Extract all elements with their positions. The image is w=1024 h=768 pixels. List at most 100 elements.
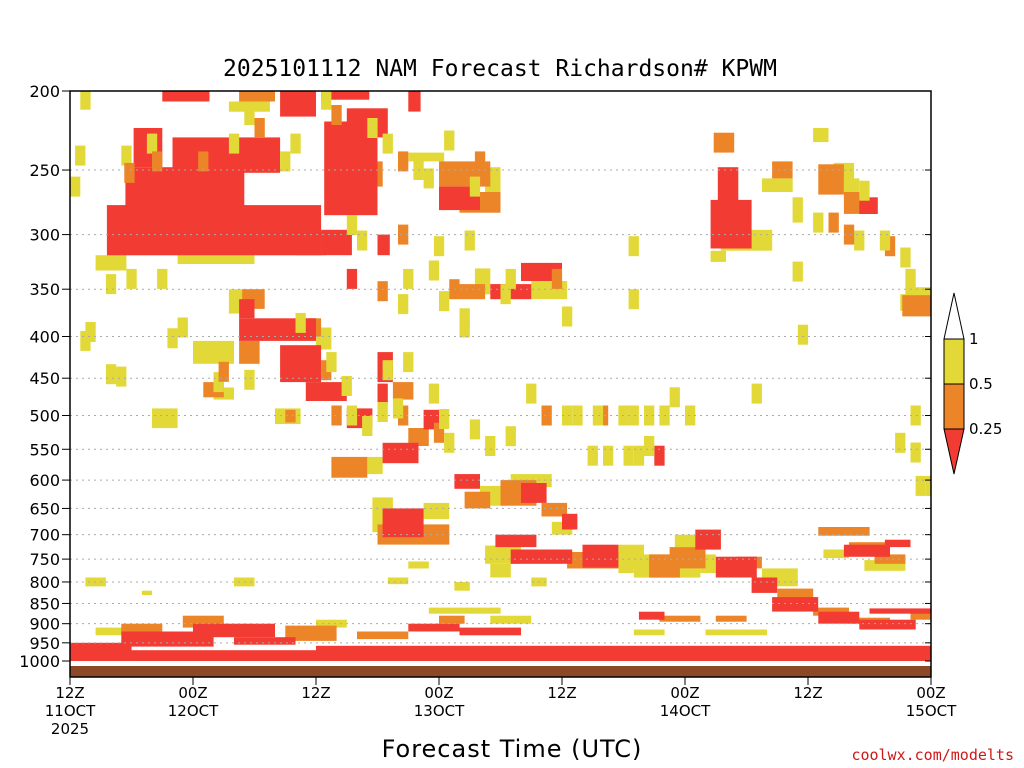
ri-cell-62: [167, 328, 178, 349]
colorbar-label-1: 0.5: [969, 375, 993, 393]
ri-region-113: [280, 345, 322, 383]
ri-region-47: [316, 619, 347, 628]
ri-region-94: [125, 167, 245, 207]
ri-cell-108: [905, 268, 916, 289]
ri-region-74: [541, 502, 568, 517]
colorbar-top-arrow: [943, 292, 965, 340]
ri-region-30: [490, 563, 511, 578]
ri-cell-48: [244, 369, 255, 390]
ri-region-39: [387, 577, 409, 585]
ri-cell-27: [464, 230, 475, 251]
ri-cell-4: [124, 162, 135, 183]
ri-cell-64: [346, 405, 358, 426]
colorbar: 1 0.5 0.25: [943, 292, 1002, 475]
ri-region-139: [459, 627, 521, 636]
ri-cell-53: [377, 383, 388, 404]
ri-region-95: [162, 91, 210, 102]
ri-cell-9: [244, 105, 255, 125]
ri-region-38: [408, 561, 429, 569]
ri-cell-23: [346, 215, 358, 235]
ri-region-92: [715, 615, 747, 622]
xtick-label-3-1: 13OCT: [414, 702, 465, 720]
ri-cell-29: [346, 268, 358, 289]
ri-cell-68: [392, 398, 404, 419]
ri-region-37: [864, 560, 906, 571]
ri-region-86: [182, 615, 224, 628]
ri-cell-99: [792, 261, 803, 282]
ri-cell-106: [879, 230, 891, 251]
ri-cell-37: [505, 268, 516, 289]
ri-cell-91: [633, 445, 645, 466]
ri-region-90: [357, 631, 409, 640]
ri-cell-45: [177, 317, 188, 338]
ri-region-131: [859, 619, 916, 630]
ri-region-124: [510, 549, 573, 564]
ri-cell-89: [603, 445, 614, 466]
colorbar-orange: [943, 383, 965, 430]
ri-cell-94: [895, 432, 906, 453]
y-axis-ticks: 200 250 300 350 400 450 500 550 600 650 700 750 800 8…: [19, 82, 931, 671]
ytick-label-550: 550: [29, 440, 60, 459]
ytick-label-950: 950: [29, 634, 60, 653]
colorbar-yellow: [943, 338, 965, 385]
ri-cell-73: [485, 436, 496, 456]
richardson-cells: [70, 91, 931, 677]
ri-region-85: [874, 554, 906, 564]
ri-cell-57: [459, 317, 470, 338]
ri-cell-15: [367, 118, 378, 138]
ri-cell-20: [474, 151, 486, 172]
ri-cell-100: [797, 324, 809, 345]
xtick-label-0-0: 12Z: [55, 684, 84, 702]
xtick-label-3-0: 00Z: [424, 684, 453, 702]
ri-region-83: [818, 527, 870, 536]
ri-cell-107: [900, 247, 911, 268]
ri-cell-28: [428, 260, 440, 281]
xtick-label-6-0: 12Z: [793, 684, 822, 702]
ri-region-109: [717, 167, 739, 208]
ri-cell-51: [326, 352, 337, 373]
ri-region-49: [490, 615, 532, 624]
ri-cell-88: [587, 445, 598, 466]
ground-strip: [70, 666, 931, 677]
ri-cell-24: [357, 230, 368, 251]
ri-cell-41: [628, 289, 639, 310]
ytick-label-300: 300: [29, 226, 60, 245]
xtick-label-0-2: 2025: [51, 720, 89, 738]
ri-cell-21: [423, 168, 434, 189]
ri-region-128: [751, 577, 778, 593]
ri-region-108: [710, 199, 752, 249]
xtick-label-5-1: 14OCT: [660, 702, 711, 720]
ri-cell-72: [439, 409, 450, 429]
ri-cell-2: [70, 176, 81, 197]
ytick-label-700: 700: [29, 526, 60, 545]
colorbar-bottom-arrow: [943, 428, 965, 475]
ri-cell-14: [331, 105, 342, 125]
xtick-label-1-0: 00Z: [178, 684, 207, 702]
ri-cell-55: [403, 352, 414, 373]
ri-cell-7: [198, 151, 209, 172]
ri-cell-10: [254, 118, 265, 138]
ri-region-97: [172, 137, 281, 173]
ri-region-21: [367, 456, 383, 475]
ri-cell-33: [439, 291, 450, 312]
ri-region-127: [715, 556, 757, 578]
ri-region-132: [869, 608, 931, 614]
ri-cell-65: [362, 416, 373, 436]
ri-cell-6: [152, 151, 163, 172]
ytick-label-800: 800: [29, 573, 60, 592]
ri-region-110: [859, 197, 878, 214]
ri-region-123: [495, 534, 537, 548]
xtick-label-7-1: 15OCT: [906, 702, 957, 720]
ri-region-12: [813, 128, 829, 143]
ri-region-98: [280, 91, 316, 117]
ri-cell-85: [669, 387, 680, 408]
ri-cell-82: [628, 405, 639, 426]
ri-region-122: [562, 513, 578, 530]
ri-region-50: [633, 629, 665, 636]
ri-cell-58: [105, 364, 117, 385]
ri-region-121: [521, 483, 547, 503]
ri-cell-50: [321, 360, 332, 381]
ri-cell-12: [280, 151, 291, 172]
ri-region-114: [305, 382, 347, 401]
